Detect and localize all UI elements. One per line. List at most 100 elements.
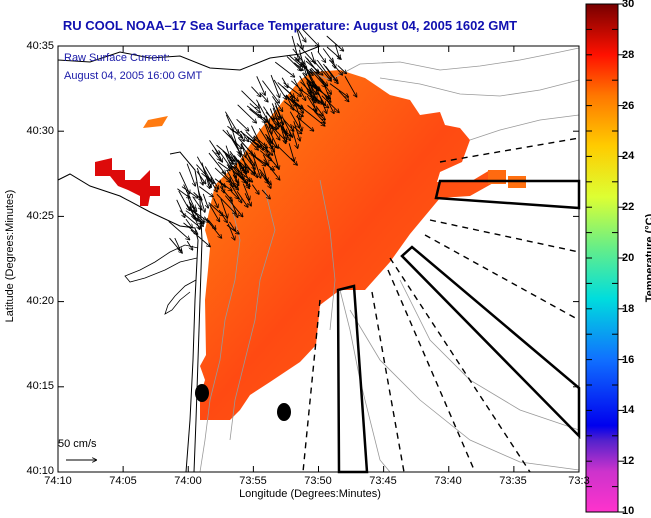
current-vector bbox=[225, 145, 232, 164]
x-tick-label: 74:10 bbox=[44, 475, 72, 487]
current-vector bbox=[246, 105, 261, 118]
current-vector bbox=[213, 198, 218, 207]
current-vector bbox=[229, 221, 235, 231]
current-vector bbox=[257, 113, 276, 130]
current-vector bbox=[224, 153, 236, 177]
current-vector bbox=[204, 166, 218, 189]
current-vector bbox=[325, 96, 334, 113]
current-vector bbox=[281, 77, 288, 88]
x-tick-label: 73:40 bbox=[434, 475, 462, 487]
current-vector bbox=[196, 167, 203, 185]
x-tick-label: 74:05 bbox=[109, 475, 137, 487]
current-vector bbox=[241, 142, 255, 157]
current-vector bbox=[220, 198, 227, 218]
current-vector bbox=[283, 118, 293, 131]
current-vector bbox=[232, 131, 241, 156]
colorbar-tick-label: 22 bbox=[622, 201, 635, 213]
current-vector bbox=[246, 151, 258, 178]
current-vector bbox=[198, 190, 204, 212]
current-vector bbox=[265, 111, 278, 124]
current-vector bbox=[262, 154, 268, 166]
y-tick-label: 40:10 bbox=[26, 465, 54, 477]
current-vector bbox=[316, 59, 331, 79]
current-vector bbox=[313, 110, 325, 123]
colorbar-tick-label: 20 bbox=[622, 252, 635, 264]
current-vector bbox=[274, 61, 294, 77]
sst-plume bbox=[200, 70, 495, 420]
current-vector bbox=[258, 127, 272, 149]
current-vector bbox=[203, 216, 221, 238]
current-vector bbox=[305, 60, 323, 75]
current-vector bbox=[259, 150, 271, 161]
current-vector bbox=[270, 74, 279, 97]
current-vector bbox=[252, 155, 261, 177]
current-vector bbox=[216, 193, 236, 214]
current-vector bbox=[230, 190, 238, 198]
current-vector bbox=[272, 96, 282, 111]
colorbar-ticks bbox=[586, 3, 624, 513]
current-vector bbox=[325, 65, 337, 81]
current-vector bbox=[251, 86, 260, 97]
current-vector bbox=[305, 77, 313, 85]
colorbar-label: Temperature (°C) bbox=[644, 213, 651, 303]
current-vector bbox=[272, 146, 279, 169]
station-marker bbox=[277, 403, 291, 421]
current-vector bbox=[169, 237, 183, 253]
current-vector bbox=[299, 75, 314, 100]
current-annotation-time: August 04, 2005 16:00 GMT bbox=[64, 70, 203, 82]
current-vector bbox=[329, 83, 348, 97]
colorbar-tick-label: 24 bbox=[622, 150, 635, 162]
current-vector bbox=[178, 190, 190, 210]
current-vector bbox=[317, 51, 326, 63]
current-vector bbox=[296, 114, 302, 131]
current-vector bbox=[217, 161, 230, 170]
current-vector bbox=[208, 202, 223, 216]
current-vector bbox=[337, 65, 346, 73]
y-tick-label: 40:20 bbox=[26, 295, 54, 307]
current-vector bbox=[282, 86, 294, 97]
current-vector bbox=[256, 76, 265, 95]
current-vector bbox=[321, 95, 339, 113]
current-vector bbox=[263, 120, 272, 142]
current-vector bbox=[193, 192, 202, 199]
x-tick-label: 73:45 bbox=[369, 475, 397, 487]
x-tick-label: 73:3 bbox=[568, 475, 590, 487]
current-vector bbox=[209, 140, 219, 154]
current-vector bbox=[271, 103, 279, 119]
current-vector bbox=[251, 184, 259, 194]
y-tick-label: 40:15 bbox=[26, 380, 54, 392]
x-tick-label: 73:50 bbox=[304, 475, 332, 487]
current-vector bbox=[301, 28, 319, 46]
current-vector bbox=[186, 240, 192, 250]
current-vector bbox=[208, 152, 225, 174]
current-vector bbox=[326, 35, 344, 51]
current-vector bbox=[186, 163, 195, 186]
current-vector bbox=[331, 57, 335, 68]
x-axis-label: Longitude (Degrees:Minutes) bbox=[239, 488, 381, 500]
current-vector bbox=[237, 104, 257, 123]
current-vector bbox=[261, 189, 270, 199]
current-vector bbox=[236, 119, 249, 130]
current-annotation-label: Raw Surface Current: bbox=[64, 52, 170, 64]
current-vector bbox=[238, 163, 243, 179]
current-vector bbox=[286, 56, 301, 71]
current-vector bbox=[225, 114, 233, 131]
coastline-upper bbox=[57, 45, 321, 71]
current-vector bbox=[224, 111, 238, 133]
current-vector bbox=[209, 178, 217, 191]
current-vector bbox=[246, 136, 259, 147]
sst-patch-red bbox=[95, 158, 160, 206]
river-inlet-2 bbox=[164, 279, 197, 315]
current-vector bbox=[294, 101, 301, 119]
current-vector bbox=[219, 186, 232, 201]
current-vector bbox=[322, 48, 333, 62]
current-vector bbox=[241, 154, 248, 172]
current-vector bbox=[297, 29, 306, 42]
colorbar-tick-label: 12 bbox=[622, 455, 635, 467]
current-vector bbox=[275, 105, 284, 124]
axis-ticks bbox=[57, 45, 580, 473]
current-vector bbox=[236, 191, 248, 207]
current-vector bbox=[326, 46, 341, 59]
y-tick-label: 40:35 bbox=[26, 40, 54, 52]
